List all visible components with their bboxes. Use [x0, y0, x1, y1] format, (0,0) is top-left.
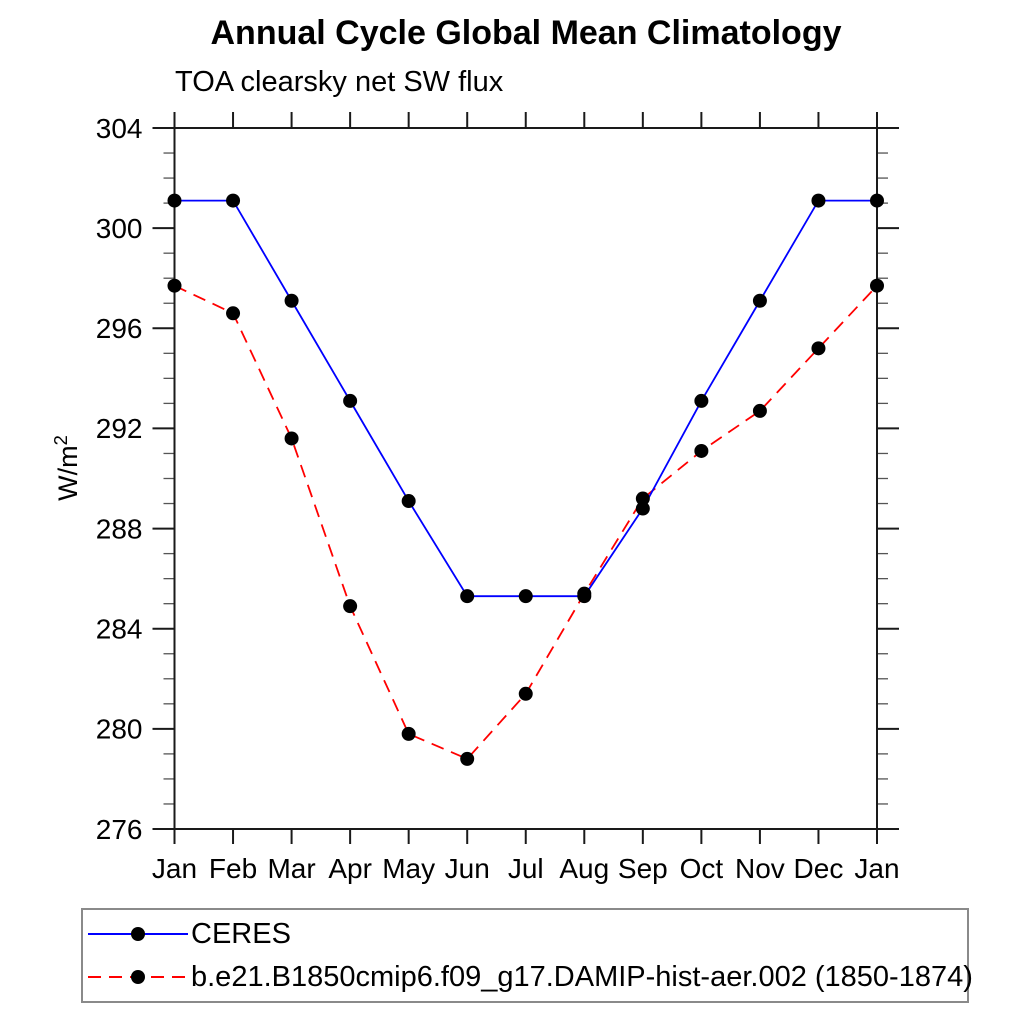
data-point-marker	[401, 494, 416, 509]
chart-title: Annual Cycle Global Mean Climatology	[210, 14, 842, 52]
legend-box: CERES b.e21.B1850cmip6.f09_g17.DAMIP-his…	[81, 908, 973, 1003]
data-point-marker	[870, 278, 884, 293]
data-point-marker	[752, 293, 767, 308]
data-point-marker	[460, 751, 475, 766]
plot-frame	[173, 127, 878, 830]
legend-label-ceres: CERES	[191, 917, 291, 950]
data-point-marker	[694, 443, 709, 458]
x-tick-label: Feb	[209, 853, 257, 884]
data-point-marker	[635, 491, 650, 506]
x-tick-label: Sep	[618, 853, 668, 884]
x-tick-label: Apr	[328, 853, 372, 884]
legend-label-model: b.e21.B1850cmip6.f09_g17.DAMIP-hist-aer.…	[191, 960, 973, 993]
legend-line-sample-model	[88, 970, 188, 984]
data-point-marker	[226, 306, 241, 321]
x-tick-label: Nov	[735, 853, 785, 884]
y-tick-label: 288	[96, 513, 143, 544]
legend-item-ceres: CERES	[88, 916, 967, 952]
legend-marker-dot	[131, 927, 145, 941]
y-tick-label: 304	[96, 113, 143, 144]
chart-subtitle: TOA clearsky net SW flux	[175, 66, 504, 98]
legend-item-model: b.e21.B1850cmip6.f09_g17.DAMIP-hist-aer.…	[88, 959, 973, 995]
data-point-marker	[460, 589, 475, 604]
data-point-marker	[284, 431, 299, 446]
data-point-marker	[284, 293, 299, 308]
y-tick-label: 276	[96, 814, 143, 845]
data-point-marker	[167, 278, 182, 293]
y-tick-label: 284	[96, 614, 143, 645]
data-point-marker	[635, 501, 650, 516]
data-point-marker	[343, 599, 358, 614]
data-point-marker	[518, 589, 533, 604]
data-point-marker	[401, 726, 416, 741]
x-tick-label: Jun	[445, 853, 490, 884]
x-tick-label: Oct	[680, 853, 724, 884]
x-tick-label: Aug	[559, 853, 609, 884]
y-tick-label: 300	[96, 213, 143, 244]
x-tick-label: May	[382, 853, 435, 884]
x-tick-label: Jul	[508, 853, 544, 884]
data-point-marker	[752, 403, 767, 418]
x-tick-label: Mar	[267, 853, 315, 884]
x-tick-label: Dec	[794, 853, 844, 884]
y-tick-label: 292	[96, 413, 143, 444]
x-tick-label: Jan	[854, 853, 899, 884]
y-tick-label: 280	[96, 714, 143, 745]
legend-marker-dot	[131, 970, 145, 984]
data-point-marker	[811, 193, 826, 208]
data-point-marker	[811, 341, 826, 356]
data-point-marker	[518, 686, 533, 701]
y-tick-label: 296	[96, 313, 143, 344]
data-point-marker	[870, 193, 884, 208]
data-point-marker	[226, 193, 241, 208]
data-point-marker	[167, 193, 182, 208]
x-tick-label: Jan	[152, 853, 197, 884]
ceres-line	[174, 199, 877, 598]
data-point-marker	[577, 586, 592, 601]
legend-line-sample-ceres	[88, 927, 188, 941]
data-point-marker	[694, 393, 709, 408]
data-point-marker	[343, 393, 358, 408]
